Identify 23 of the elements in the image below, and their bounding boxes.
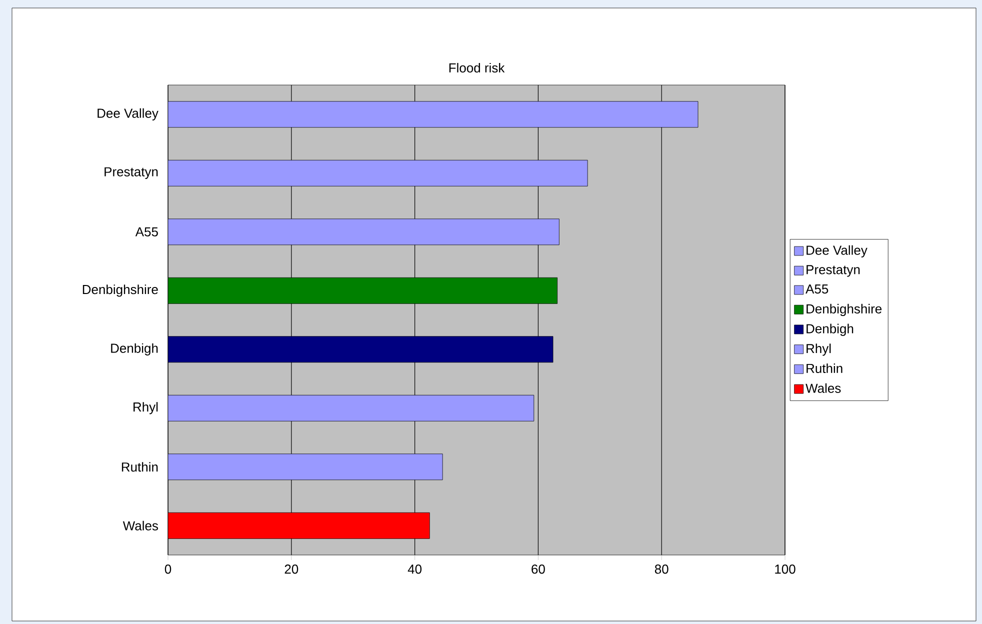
y-tick-label: Denbighshire	[82, 284, 158, 297]
legend-label: A55	[806, 284, 828, 294]
x-tick-label: 20	[284, 564, 298, 574]
x-tick-label: 60	[532, 564, 545, 574]
y-tick-label: Rhyl	[134, 402, 158, 414]
legend-label: Dee Valley	[806, 245, 868, 258]
x-tick-label: 0	[164, 564, 172, 574]
x-tick-label: 40	[408, 564, 422, 574]
y-tick-label: Denbigh	[111, 343, 158, 356]
x-tick-label: 80	[654, 564, 668, 574]
y-tick-label: Prestatyn	[104, 167, 158, 179]
legend-label: Denbighshire	[806, 304, 882, 316]
legend-label: Wales	[806, 383, 841, 393]
legend-label: Denbigh	[806, 324, 854, 336]
y-tick-label: A55	[135, 227, 158, 236]
y-tick-label: Wales	[122, 520, 158, 530]
y-tick-label: Dee Valley	[98, 108, 158, 120]
legend-label: Prestatyn	[806, 265, 860, 277]
legend-label: Ruthin	[806, 363, 842, 374]
chart-title: Flood risk	[449, 62, 505, 72]
legend-label: Rhyl	[806, 344, 831, 356]
y-tick-label: Ruthin	[122, 462, 158, 472]
x-tick-label: 100	[775, 564, 796, 574]
